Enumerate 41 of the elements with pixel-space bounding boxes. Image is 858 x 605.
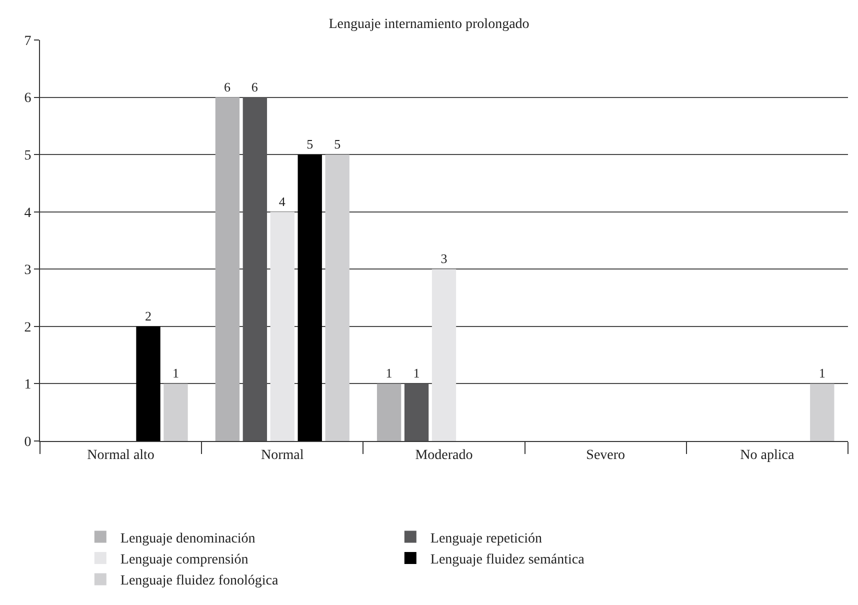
x-tick-label: Moderado xyxy=(415,448,473,463)
data-label: 2 xyxy=(145,308,152,324)
x-tick-label: Normal xyxy=(261,448,304,463)
x-tick-label: No aplica xyxy=(740,448,795,463)
bar xyxy=(810,384,834,441)
data-label: 1 xyxy=(172,366,179,381)
bar xyxy=(404,384,429,441)
data-label: 5 xyxy=(334,136,341,152)
x-tick-label: Severo xyxy=(586,448,626,463)
legend-label: Lenguaje fluidez semántica xyxy=(430,552,586,568)
bar xyxy=(325,154,350,441)
bar xyxy=(298,154,322,441)
y-tick-label: 5 xyxy=(24,148,32,164)
y-tick-label: 0 xyxy=(24,434,32,450)
y-tick-label: 4 xyxy=(24,206,32,221)
bar xyxy=(376,384,402,441)
data-label: 5 xyxy=(306,136,314,152)
bar xyxy=(270,212,294,441)
y-tick-label: 7 xyxy=(24,34,32,49)
y-tick-label: 6 xyxy=(24,91,32,106)
bar xyxy=(136,326,160,441)
legend-label: Lenguaje denominación xyxy=(120,531,256,546)
data-label: 6 xyxy=(224,79,231,94)
bar xyxy=(215,97,240,441)
x-tick-label: Normal alto xyxy=(87,448,154,463)
y-tick-label: 1 xyxy=(24,378,32,393)
bar xyxy=(164,384,188,441)
y-tick-label: 2 xyxy=(24,320,32,336)
chart-title: Lenguaje internamiento prolongado xyxy=(328,16,530,32)
legend-label: Lenguaje repetición xyxy=(430,531,542,546)
data-label: 3 xyxy=(440,251,448,266)
data-label: 1 xyxy=(413,366,420,381)
data-label: 4 xyxy=(278,194,286,209)
legend-label: Lenguaje fluidez fonológica xyxy=(120,574,280,589)
data-label: 1 xyxy=(386,366,392,381)
y-tick-label: 3 xyxy=(24,263,32,278)
data-label: 6 xyxy=(251,79,258,94)
legend-label: Lenguaje comprensión xyxy=(120,552,248,568)
bar xyxy=(432,269,456,441)
bar xyxy=(242,97,268,441)
data-label: 1 xyxy=(818,366,826,381)
